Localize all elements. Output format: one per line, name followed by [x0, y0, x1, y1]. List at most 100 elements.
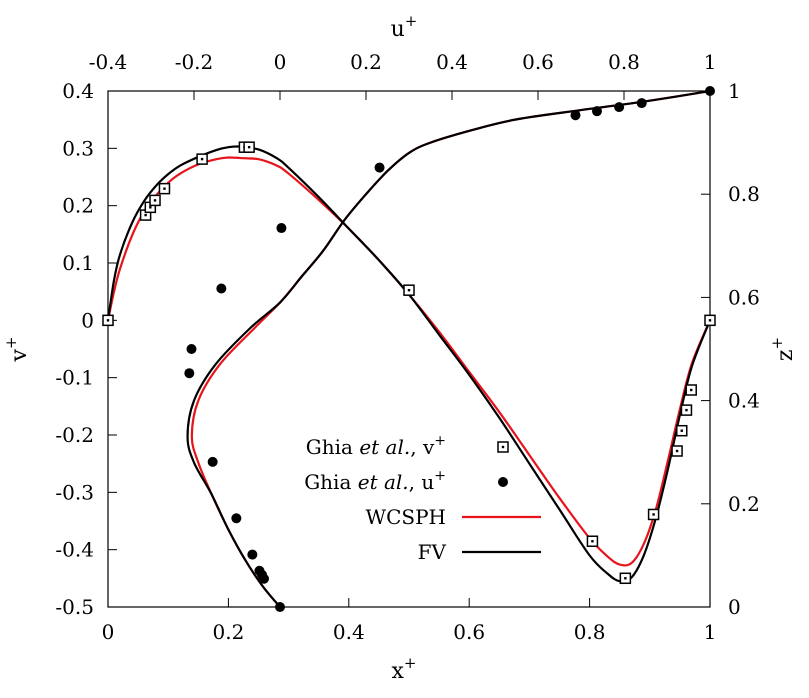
ghia-v-marker — [677, 426, 687, 436]
ghia-u-marker — [705, 86, 715, 96]
ghia-u-marker — [592, 106, 602, 116]
ghia-v-marker-dot — [144, 214, 146, 216]
tick-label-top: 0.2 — [350, 50, 382, 74]
ghia-v-marker-dot — [154, 199, 156, 201]
ghia-v-marker — [150, 195, 160, 205]
ghia-u-marker — [614, 102, 624, 112]
tick-label-top: -0.2 — [175, 50, 214, 74]
ghia-u-marker — [375, 163, 385, 173]
tick-label-top: 0.6 — [522, 50, 554, 74]
legend-dot-marker — [498, 477, 508, 487]
legend-label: WCSPH — [366, 505, 446, 529]
ghia-v-marker — [197, 154, 207, 164]
x-axis-title-label: x — [392, 659, 405, 684]
tick-label-right: 0.2 — [728, 492, 760, 516]
tick-label-left: 0.3 — [62, 136, 94, 160]
tick-label-left: 0.2 — [62, 194, 94, 218]
ghia-v-marker — [404, 285, 414, 295]
tick-label-left: -0.4 — [55, 538, 94, 562]
tick-label-bottom: 1 — [704, 620, 717, 644]
tick-label-right: 0.8 — [728, 182, 760, 206]
series-layer — [103, 86, 715, 612]
ghia-v-marker — [244, 142, 254, 152]
ghia-v-marker-dot — [107, 319, 109, 321]
legend-label: Ghia et al., u+ — [304, 468, 446, 494]
tick-label-top: 0.8 — [608, 50, 640, 74]
ghia-u-marker — [187, 344, 197, 354]
ghia-v-marker — [686, 385, 696, 395]
x-axis-title-sup: + — [404, 654, 417, 672]
tick-label-left: 0.1 — [62, 251, 94, 275]
tick-label-left: -0.2 — [55, 423, 94, 447]
tick-label-left: -0.1 — [55, 366, 94, 390]
ghia-v-marker-dot — [624, 577, 626, 579]
tick-label-bottom: 0.8 — [574, 620, 606, 644]
ghia-u-marker — [276, 223, 286, 233]
ghia-u-marker — [637, 98, 647, 108]
v-axis-title-sup: + — [2, 336, 20, 349]
ghia-u-marker — [216, 284, 226, 294]
z-axis-title-sup: + — [768, 337, 786, 350]
legend-label-italic: et al. — [358, 470, 409, 494]
ghia-v-marker-dot — [149, 206, 151, 208]
legend-label-pre: FV — [418, 540, 447, 564]
ghia-v-marker-dot — [248, 146, 250, 148]
legend-label-sup: + — [434, 468, 446, 484]
legend-label-post: , v — [410, 435, 435, 459]
u-axis-title-label: u — [391, 17, 405, 42]
z-axis-title-label: z — [773, 349, 798, 361]
ghia-v-marker — [620, 573, 630, 583]
ghia-v-marker-dot — [676, 450, 678, 452]
ghia-u-marker — [208, 457, 218, 467]
tick-label-left: -0.5 — [55, 595, 94, 619]
axis-titles: x+u+v+z+ — [2, 12, 798, 684]
legend-label: Ghia et al., v+ — [306, 433, 446, 459]
tick-label-bottom: 0.4 — [333, 620, 365, 644]
plot-frame — [108, 91, 710, 607]
legend-label-pre: Ghia — [306, 435, 360, 459]
ghia-u-marker — [275, 602, 285, 612]
v-axis-title-text: v+ — [2, 336, 32, 362]
legend-label-pre: WCSPH — [366, 505, 446, 529]
tick-label-left: 0 — [81, 308, 94, 332]
ghia-v-marker — [103, 315, 113, 325]
v-axis-title: v+ — [2, 336, 32, 362]
tick-label-top: 1 — [704, 50, 717, 74]
tick-label-left: -0.3 — [55, 480, 94, 504]
v-axis-title-label: v — [7, 349, 32, 363]
legend-label-sup: + — [434, 433, 446, 449]
tick-label-top: 0 — [274, 50, 287, 74]
ghia-v-marker — [159, 184, 169, 194]
ghia-v-marker-dot — [685, 409, 687, 411]
legend-label: FV — [418, 540, 447, 564]
z-axis-title: z+ — [768, 337, 798, 361]
ghia-v-marker-dot — [201, 158, 203, 160]
legend-label-post: , u — [409, 470, 435, 494]
tick-label-right: 0.4 — [728, 389, 760, 413]
tick-label-right: 0 — [728, 595, 741, 619]
legend-label-pre: Ghia — [304, 470, 358, 494]
tick-labels: 0 0.2 0.4 0.6 0.8 1 -0.4 -0.2 0 0.2 0.4 0.6 0.8 1 -0.5… — [55, 50, 759, 644]
ghia-v-marker-dot — [652, 513, 654, 515]
ghia-v-marker-dot — [690, 389, 692, 391]
tick-label-bottom: 0.6 — [453, 620, 485, 644]
x-axis-title: x+ — [392, 654, 417, 684]
ghia-u-marker — [570, 110, 580, 120]
tick-label-right: 1 — [728, 79, 741, 103]
ghia-v-marker — [587, 536, 597, 546]
u-axis-title: u+ — [391, 12, 418, 42]
tick-label-left: 0.4 — [62, 79, 94, 103]
legend-square-marker-dot — [502, 446, 504, 448]
ghia-v-marker-dot — [709, 319, 711, 321]
ghia-v-marker — [681, 405, 691, 415]
ghia-u-marker — [184, 368, 194, 378]
ghia-u-marker — [254, 566, 264, 576]
axis-ticks — [108, 91, 710, 607]
ghia-v-marker-dot — [163, 187, 165, 189]
tick-label-top: -0.4 — [89, 50, 128, 74]
x-axis-title-text: x+ — [392, 654, 417, 684]
tick-label-bottom: 0 — [102, 620, 115, 644]
ghia-v-marker — [672, 446, 682, 456]
